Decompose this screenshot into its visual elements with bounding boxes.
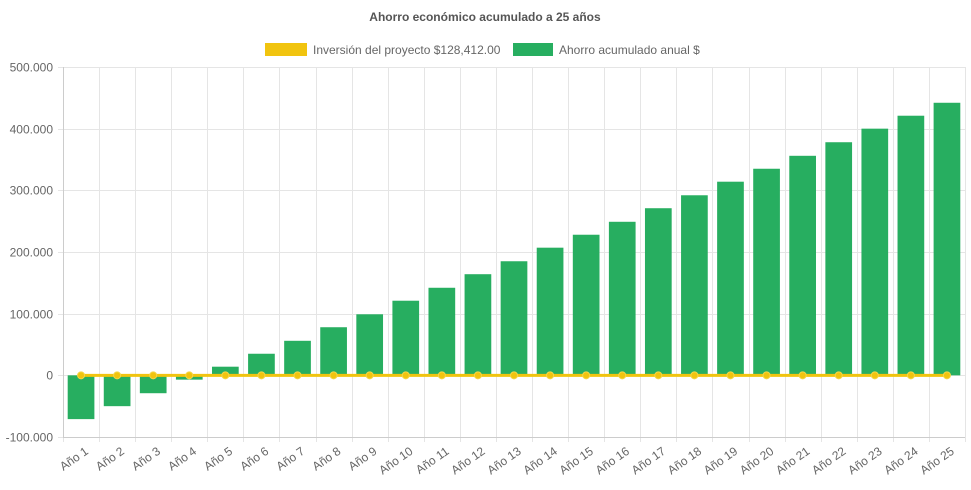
point-inversion	[654, 371, 663, 380]
x-tick-label: Año 1	[57, 444, 91, 474]
x-tick-label: Año 17	[629, 444, 668, 477]
point-inversion	[77, 371, 86, 380]
bar-ahorro	[464, 274, 492, 376]
y-tick-label: 0	[46, 369, 53, 383]
x-tick-label: Año 15	[557, 444, 596, 477]
bar-ahorro	[284, 340, 311, 376]
x-tick-label: Año 21	[773, 444, 812, 477]
bar-ahorro	[103, 375, 131, 407]
bar-ahorro	[897, 115, 925, 376]
point-inversion	[401, 371, 410, 380]
bar-ahorro	[392, 300, 420, 376]
point-inversion	[690, 371, 699, 380]
point-inversion	[798, 371, 807, 380]
bar-ahorro	[933, 102, 961, 376]
bar-ahorro	[356, 314, 384, 376]
point-inversion	[149, 371, 158, 380]
legend-label-inversion: Inversión del proyecto $128,412.00	[313, 43, 501, 57]
point-inversion	[582, 371, 591, 380]
y-axis: 500.000 400.000 300.000 200.000 100.000 0 -100…	[6, 61, 965, 445]
bar-ahorro	[644, 208, 672, 376]
x-tick-label: Año 10	[376, 444, 415, 477]
x-tick-label: Año 22	[809, 444, 848, 477]
legend-swatch-inversion	[265, 43, 307, 56]
x-tick-label: Año 8	[310, 444, 344, 474]
point-inversion	[437, 371, 446, 380]
x-tick-label: Año 25	[917, 444, 956, 477]
x-tick-label: Año 24	[881, 444, 920, 477]
bar-ahorro	[536, 247, 564, 376]
bar-ahorro	[212, 366, 239, 376]
point-inversion	[726, 371, 735, 380]
x-tick-label: Año 3	[129, 444, 163, 474]
point-inversion	[906, 371, 915, 380]
x-tick-label: Año 11	[413, 444, 452, 477]
bar-ahorro	[608, 221, 636, 376]
line-series	[77, 371, 951, 380]
legend-swatch-ahorro	[513, 43, 553, 56]
x-tick-label: Año 2	[93, 444, 127, 474]
point-inversion	[221, 371, 230, 380]
y-tick-label: 100.000	[10, 308, 54, 322]
bar-ahorro	[861, 128, 889, 376]
bar-series	[67, 102, 961, 420]
bar-ahorro	[572, 234, 600, 376]
bar-ahorro	[500, 261, 528, 376]
point-inversion	[942, 371, 951, 380]
x-tick-label: Año 12	[448, 444, 487, 477]
x-tick-label: Año 14	[521, 444, 560, 477]
x-tick-label: Año 6	[237, 444, 271, 474]
point-inversion	[546, 371, 555, 380]
bar-ahorro	[789, 155, 816, 376]
point-inversion	[834, 371, 843, 380]
bar-ahorro	[428, 287, 456, 376]
legend-label-ahorro: Ahorro acumulado anual $	[559, 43, 700, 57]
point-inversion	[510, 371, 518, 380]
point-inversion	[329, 371, 338, 380]
point-inversion	[870, 371, 879, 380]
x-tick-label: Año 13	[485, 444, 524, 477]
x-tick-label: Año 5	[201, 444, 235, 474]
y-tick-label: 500.000	[10, 61, 54, 75]
x-tick-label: Año 19	[701, 444, 740, 477]
point-inversion	[365, 371, 374, 380]
y-tick-label: -100.000	[6, 431, 54, 445]
bar-ahorro	[67, 375, 95, 420]
chart-legend: Inversión del proyecto $128,412.00 Ahorro…	[265, 43, 700, 57]
x-tick-label: Año 20	[737, 444, 776, 477]
bar-ahorro	[320, 327, 347, 376]
x-tick-label: Año 16	[593, 444, 632, 477]
point-inversion	[113, 371, 122, 380]
bar-ahorro	[139, 375, 167, 394]
x-tick-label: Año 23	[845, 444, 884, 477]
bar-ahorro	[825, 142, 853, 376]
x-tick-label: Año 9	[346, 444, 380, 474]
y-tick-label: 400.000	[10, 123, 54, 137]
point-inversion	[762, 371, 771, 380]
bar-ahorro	[717, 181, 744, 376]
bar-ahorro	[248, 353, 275, 376]
point-inversion	[185, 371, 194, 380]
x-tick-label: Año 4	[165, 444, 199, 474]
bar-ahorro	[753, 168, 780, 376]
y-tick-label: 200.000	[10, 246, 54, 260]
point-inversion	[293, 371, 302, 380]
x-tick-label: Año 18	[665, 444, 704, 477]
point-inversion	[618, 371, 627, 380]
y-tick-label: 300.000	[10, 184, 54, 198]
point-inversion	[257, 371, 266, 380]
bar-ahorro	[681, 195, 708, 376]
point-inversion	[473, 371, 482, 380]
chart-title: Ahorro económico acumulado a 25 años	[369, 10, 601, 24]
x-axis: Año 1 Año 2 Año 3 Año 4 Año 5 Año 6 Año 7 Año 8…	[57, 444, 957, 477]
x-tick-label: Año 7	[274, 444, 308, 474]
